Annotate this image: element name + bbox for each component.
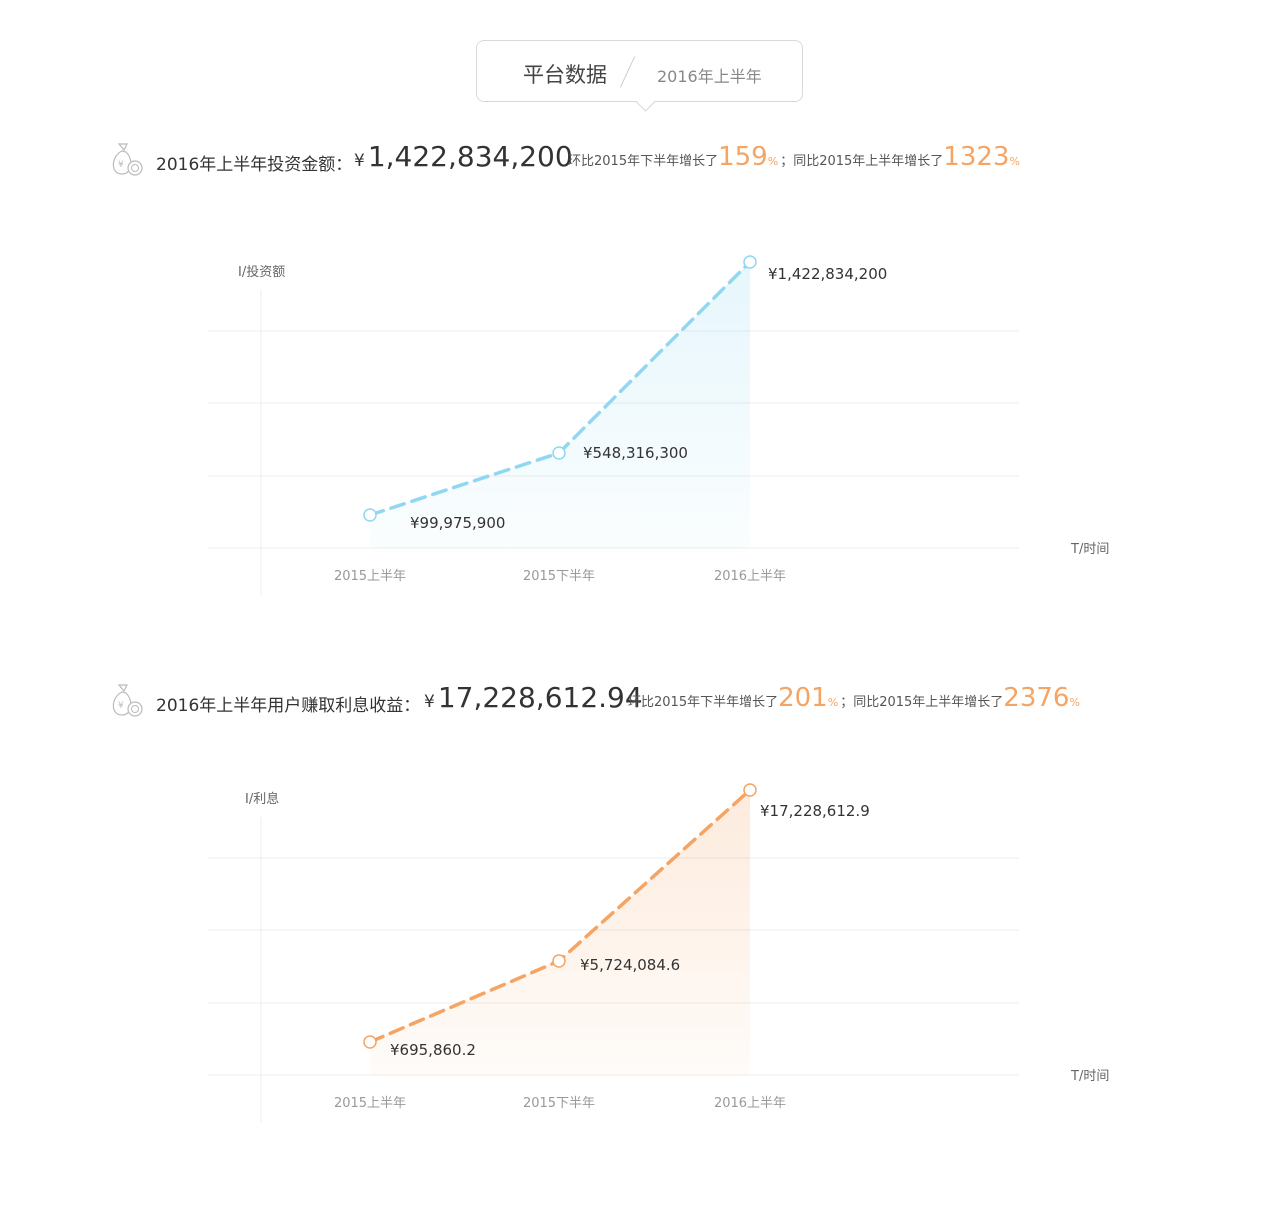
data-label: ¥5,724,084.6: [580, 956, 680, 974]
x-tick-label: 2015下半年: [523, 1096, 595, 1111]
platform-data-title: 平台数据: [523, 63, 607, 87]
interest-label: 2016年上半年用户赚取利息收益：: [156, 696, 421, 716]
data-label: ¥695,860.2: [390, 1041, 476, 1059]
period-label[interactable]: 2016年上半年: [657, 67, 762, 86]
x-axis-label: T/时间: [1070, 542, 1109, 557]
interest-chart: I/利息 T/时间 ¥695,860.2 2015上半年 ¥5,724,084.6 201…: [208, 783, 1109, 1122]
data-point: [363, 508, 377, 522]
data-point: [363, 1035, 377, 1049]
x-tick-label: 2015下半年: [523, 569, 595, 584]
money-bag-icon: ¥: [112, 143, 143, 176]
investment-label: 2016年上半年投资金额：: [156, 155, 353, 175]
data-point: [743, 783, 757, 797]
series-area: [370, 262, 750, 548]
data-label: ¥1,422,834,200: [768, 265, 887, 283]
x-tick-label: 2015上半年: [334, 1096, 406, 1111]
title-divider: [619, 56, 636, 88]
investment-chart: I/投资额 T/时间 ¥99,975,900 2015上半年 ¥548,316,300 2…: [208, 255, 1109, 595]
data-label: ¥99,975,900: [410, 514, 505, 532]
interest-summary: ¥ 2016年上半年用户赚取利息收益： ¥17,228,612.94 环比201…: [108, 681, 1258, 721]
investment-summary: ¥ 2016年上半年投资金额： ¥1,422,834,200 环比2015年下半…: [108, 140, 1258, 180]
investment-value: ¥1,422,834,200: [354, 140, 573, 173]
selector-pointer: [636, 93, 655, 112]
x-tick-label: 2015上半年: [334, 569, 406, 584]
series-area: [370, 790, 750, 1075]
data-label: ¥17,228,612.9: [760, 802, 870, 820]
x-axis-label: T/时间: [1070, 1069, 1109, 1084]
y-axis-label: I/投资额: [238, 264, 285, 280]
period-selector[interactable]: 平台数据 2016年上半年: [476, 40, 803, 112]
investment-growth: 环比2015年下半年增长了159% ；同比2015年上半年增长了1323%: [568, 142, 1020, 172]
data-label: ¥548,316,300: [583, 444, 688, 462]
x-tick-label: 2016上半年: [714, 569, 786, 584]
data-point: [743, 255, 757, 269]
data-point: [552, 954, 566, 968]
interest-value: ¥17,228,612.94: [424, 681, 643, 714]
x-tick-label: 2016上半年: [714, 1096, 786, 1111]
data-point: [552, 446, 566, 460]
svg-text:¥: ¥: [118, 160, 124, 170]
svg-text:¥: ¥: [118, 701, 124, 711]
money-bag-icon: ¥: [112, 684, 143, 717]
y-axis-label: I/利息: [245, 791, 279, 807]
interest-growth: 环比2015年下半年增长了201% ；同比2015年上半年增长了2376%: [628, 683, 1080, 713]
